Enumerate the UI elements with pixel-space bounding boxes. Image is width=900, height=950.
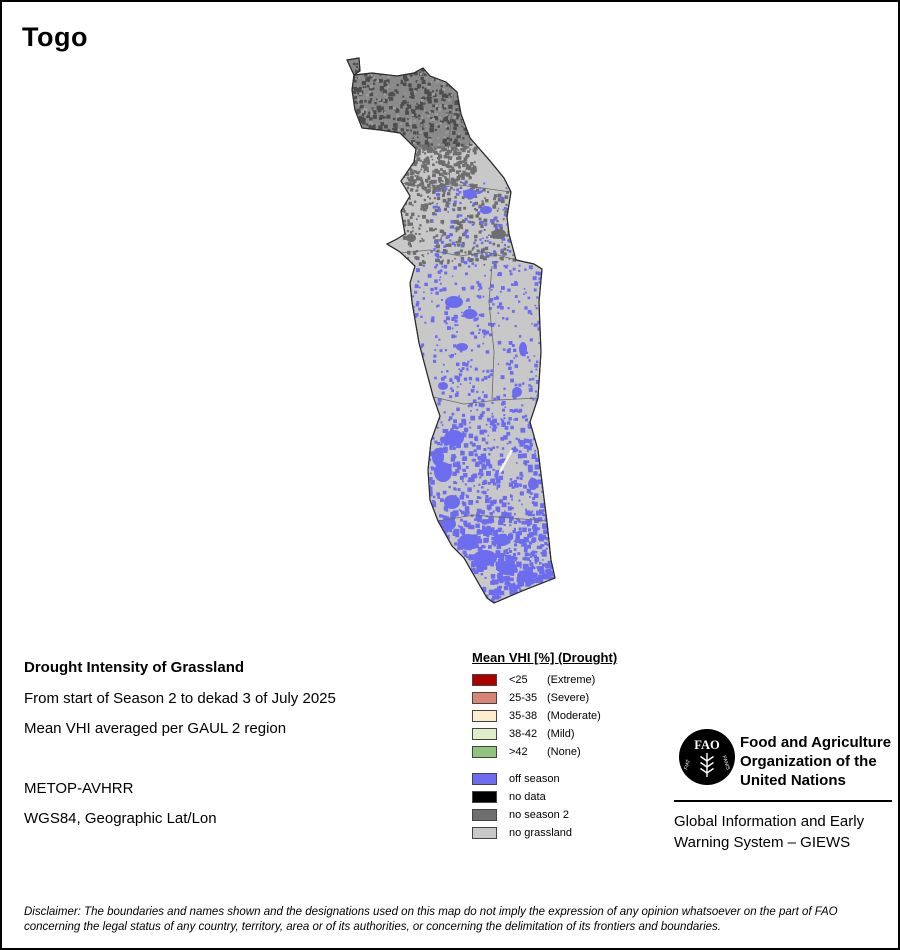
legend-swatch [472, 791, 497, 803]
legend-value: <25 [509, 674, 528, 686]
legend-label: (None) [547, 746, 581, 758]
org-name-line: Food and Agriculture [740, 734, 892, 751]
legend-label: no season 2 [509, 809, 569, 821]
legend-swatch [472, 728, 497, 740]
legend-row: no data [472, 788, 672, 806]
legend-row: <25 (Extreme) [472, 671, 672, 689]
legend-value: 25-35 [509, 692, 538, 704]
no-season-region [347, 58, 473, 149]
giews-subtitle: Global Information and Early Warning Sys… [674, 811, 864, 853]
legend-swatch [472, 827, 497, 839]
legend-value: >42 [509, 746, 528, 758]
fao-logo: FAO FIAT PANIS [679, 729, 735, 785]
legend-row: off season [472, 770, 672, 788]
fao-motto-panis: PANIS [721, 755, 731, 771]
map-aggregation: Mean VHI averaged per GAUL 2 region [24, 720, 287, 737]
no-season-patches [406, 229, 506, 242]
legend-label: no grassland [509, 827, 572, 839]
no-data-slash [498, 449, 514, 473]
legend-swatch [472, 809, 497, 821]
org-name: Food and Agriculture Organization of the… [740, 733, 891, 790]
legend-swatch [472, 746, 497, 758]
legend-other-classes: off season no data no season 2 no grassland [472, 770, 672, 842]
country-title: Togo [22, 22, 88, 52]
legend-swatch [472, 773, 497, 785]
legend-label: (Moderate) [547, 710, 601, 722]
legend-row: >42 (None) [472, 743, 672, 761]
legend-label: (Extreme) [547, 674, 596, 686]
admin-boundaries [399, 92, 548, 522]
togo-drought-map [346, 57, 556, 604]
legend-title: Mean VHI [%] (Drought) [472, 650, 618, 665]
legend-drought-classes: <25 (Extreme) 25-35 (Severe) 35-38 (Moderate)… [472, 671, 672, 761]
legend-label: no data [509, 791, 546, 803]
legend-row: 38-42 (Mild) [472, 725, 672, 743]
fao-logo-letters: FAO [694, 738, 720, 752]
divider-line [674, 800, 892, 802]
legend-value: 38-42 [509, 728, 538, 740]
legend-row: no season 2 [472, 806, 672, 824]
projection-info: WGS84, Geographic Lat/Lon [24, 810, 217, 827]
sensor-name: METOP-AVHRR [24, 780, 134, 797]
wheat-ear-icon [700, 753, 714, 777]
org-name-line: United Nations [740, 772, 846, 789]
giews-line: Warning System – GIEWS [674, 834, 851, 851]
fao-motto-fiat: FIAT [683, 759, 692, 771]
fao-branding: FAO FIAT PANIS Food and Agriculture Orga… [674, 728, 894, 860]
legend: Mean VHI [%] (Drought) <25 (Extreme) 25-35… [472, 650, 672, 842]
legend-row: 35-38 (Moderate) [472, 707, 672, 725]
country-outline [346, 57, 556, 604]
legend-value: 35-38 [509, 710, 538, 722]
disclaimer-text: Disclaimer: The boundaries and names sho… [24, 906, 838, 933]
legend-swatch [472, 692, 497, 704]
map-period: From start of Season 2 to dekad 3 of Jul… [24, 690, 336, 707]
legend-label: (Severe) [547, 692, 590, 704]
giews-line: Global Information and Early [674, 813, 865, 830]
legend-swatch [472, 674, 497, 686]
map-subject-heading: Drought Intensity of Grassland [24, 659, 245, 676]
legend-label: (Mild) [547, 728, 575, 740]
legend-row: no grassland [472, 824, 672, 842]
legend-row: 25-35 (Severe) [472, 689, 672, 707]
legend-swatch [472, 710, 497, 722]
legend-label: off season [509, 773, 560, 785]
org-name-line: Organization of the [740, 753, 877, 770]
